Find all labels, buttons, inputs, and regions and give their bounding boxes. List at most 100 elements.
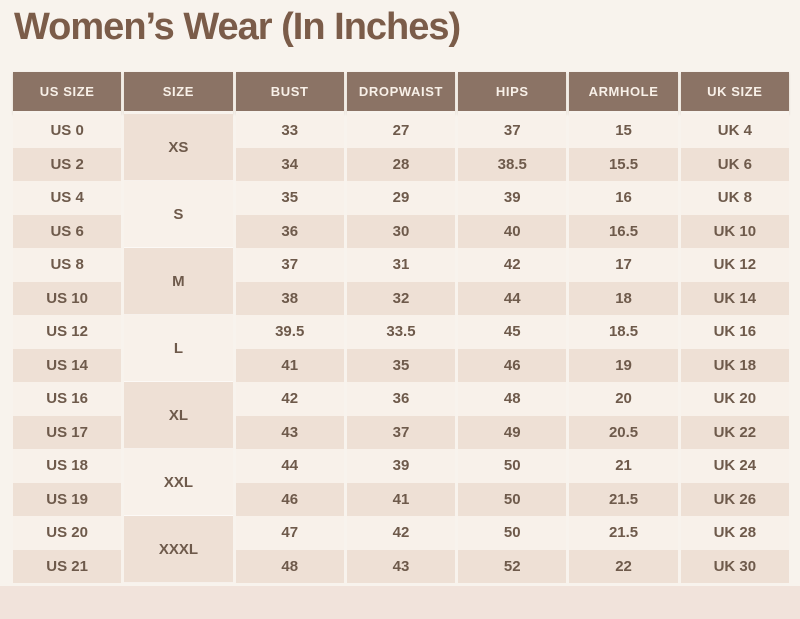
bust-cell: 37 bbox=[235, 248, 344, 282]
hips-cell: 49 bbox=[458, 415, 567, 449]
table-row: US 10 38 32 44 18 UK 14 bbox=[13, 281, 789, 315]
table-row: US 16 XL 42 36 48 20 UK 20 bbox=[13, 382, 789, 449]
us-size-cell: US 20 bbox=[13, 516, 122, 550]
dropwaist-cell: 36 bbox=[346, 382, 456, 416]
us-size-cell: US 21 bbox=[13, 549, 122, 583]
hips-cell: 42 bbox=[458, 248, 567, 282]
size-group-cell: XXXL bbox=[124, 516, 233, 583]
uk-size-cell: UK 10 bbox=[680, 214, 789, 248]
table-row: US 6 36 30 40 16.5 UK 10 bbox=[13, 214, 789, 248]
table-row: US 8 M 37 31 42 17 UK 12 bbox=[13, 248, 789, 315]
armhole-cell: 16.5 bbox=[569, 214, 678, 248]
us-size-cell: US 4 bbox=[13, 181, 122, 215]
table-row: US 0 XS 33 27 37 15 UK 4 bbox=[13, 114, 789, 181]
dropwaist-cell: 43 bbox=[346, 549, 456, 583]
dropwaist-cell: 28 bbox=[346, 147, 456, 181]
armhole-cell: 20 bbox=[569, 382, 678, 416]
uk-size-cell: UK 30 bbox=[680, 549, 789, 583]
size-group-cell: XXL bbox=[124, 449, 233, 516]
hips-cell: 50 bbox=[458, 449, 567, 483]
table-row: US 2 34 28 38.5 15.5 UK 6 bbox=[13, 147, 789, 181]
hips-cell: 37 bbox=[458, 114, 567, 148]
dropwaist-cell: 39 bbox=[346, 449, 456, 483]
us-size-cell: US 14 bbox=[13, 348, 122, 382]
bust-cell: 35 bbox=[235, 181, 344, 215]
page-title: Women’s Wear (In Inches) bbox=[14, 6, 461, 48]
hips-cell: 44 bbox=[458, 281, 567, 315]
us-size-cell: US 19 bbox=[13, 482, 122, 516]
us-size-cell: US 12 bbox=[13, 315, 122, 349]
bust-cell: 41 bbox=[235, 348, 344, 382]
armhole-cell: 21.5 bbox=[569, 482, 678, 516]
bottom-band bbox=[0, 586, 800, 619]
armhole-cell: 16 bbox=[569, 181, 678, 215]
column-header-uk-size: UK SIZE bbox=[680, 72, 789, 114]
hips-cell: 48 bbox=[458, 382, 567, 416]
size-chart-table: US SIZE SIZE BUST DROPWAIST HIPS ARMHOLE UK SI… bbox=[10, 72, 792, 583]
bust-cell: 44 bbox=[235, 449, 344, 483]
bust-cell: 48 bbox=[235, 549, 344, 583]
hips-cell: 39 bbox=[458, 181, 567, 215]
armhole-cell: 15.5 bbox=[569, 147, 678, 181]
table-row: US 19 46 41 50 21.5 UK 26 bbox=[13, 482, 789, 516]
hips-cell: 52 bbox=[458, 549, 567, 583]
table-body: US 0 XS 33 27 37 15 UK 4 US 2 34 28 38.5 15.5 UK 6 US… bbox=[13, 114, 789, 583]
hips-cell: 40 bbox=[458, 214, 567, 248]
size-group-cell: XS bbox=[124, 114, 233, 181]
uk-size-cell: UK 18 bbox=[680, 348, 789, 382]
bust-cell: 47 bbox=[235, 516, 344, 550]
us-size-cell: US 0 bbox=[13, 114, 122, 148]
us-size-cell: US 17 bbox=[13, 415, 122, 449]
bust-cell: 34 bbox=[235, 147, 344, 181]
size-group-cell: XL bbox=[124, 382, 233, 449]
bust-cell: 36 bbox=[235, 214, 344, 248]
armhole-cell: 17 bbox=[569, 248, 678, 282]
armhole-cell: 19 bbox=[569, 348, 678, 382]
dropwaist-cell: 41 bbox=[346, 482, 456, 516]
uk-size-cell: UK 22 bbox=[680, 415, 789, 449]
dropwaist-cell: 32 bbox=[346, 281, 456, 315]
us-size-cell: US 10 bbox=[13, 281, 122, 315]
dropwaist-cell: 30 bbox=[346, 214, 456, 248]
size-group-cell: M bbox=[124, 248, 233, 315]
uk-size-cell: UK 28 bbox=[680, 516, 789, 550]
uk-size-cell: UK 24 bbox=[680, 449, 789, 483]
us-size-cell: US 18 bbox=[13, 449, 122, 483]
armhole-cell: 15 bbox=[569, 114, 678, 148]
table-row: US 20 XXXL 47 42 50 21.5 UK 28 bbox=[13, 516, 789, 583]
hips-cell: 46 bbox=[458, 348, 567, 382]
uk-size-cell: UK 4 bbox=[680, 114, 789, 148]
bust-cell: 38 bbox=[235, 281, 344, 315]
armhole-cell: 20.5 bbox=[569, 415, 678, 449]
header-row: US SIZE SIZE BUST DROPWAIST HIPS ARMHOLE UK SI… bbox=[13, 72, 789, 114]
bust-cell: 43 bbox=[235, 415, 344, 449]
armhole-cell: 21.5 bbox=[569, 516, 678, 550]
dropwaist-cell: 31 bbox=[346, 248, 456, 282]
hips-cell: 38.5 bbox=[458, 147, 567, 181]
uk-size-cell: UK 20 bbox=[680, 382, 789, 416]
uk-size-cell: UK 14 bbox=[680, 281, 789, 315]
uk-size-cell: UK 6 bbox=[680, 147, 789, 181]
size-group-cell: S bbox=[124, 181, 233, 248]
us-size-cell: US 16 bbox=[13, 382, 122, 416]
hips-cell: 50 bbox=[458, 516, 567, 550]
armhole-cell: 18 bbox=[569, 281, 678, 315]
table-header: US SIZE SIZE BUST DROPWAIST HIPS ARMHOLE UK SI… bbox=[13, 72, 789, 114]
armhole-cell: 22 bbox=[569, 549, 678, 583]
column-header-dropwaist: DROPWAIST bbox=[346, 72, 456, 114]
table-row: US 21 48 43 52 22 UK 30 bbox=[13, 549, 789, 583]
bust-cell: 42 bbox=[235, 382, 344, 416]
dropwaist-cell: 42 bbox=[346, 516, 456, 550]
dropwaist-cell: 37 bbox=[346, 415, 456, 449]
size-group-cell: L bbox=[124, 315, 233, 382]
us-size-cell: US 6 bbox=[13, 214, 122, 248]
us-size-cell: US 2 bbox=[13, 147, 122, 181]
column-header-armhole: ARMHOLE bbox=[569, 72, 678, 114]
armhole-cell: 18.5 bbox=[569, 315, 678, 349]
uk-size-cell: UK 26 bbox=[680, 482, 789, 516]
dropwaist-cell: 29 bbox=[346, 181, 456, 215]
table-row: US 17 43 37 49 20.5 UK 22 bbox=[13, 415, 789, 449]
armhole-cell: 21 bbox=[569, 449, 678, 483]
column-header-bust: BUST bbox=[235, 72, 344, 114]
column-header-us-size: US SIZE bbox=[13, 72, 122, 114]
